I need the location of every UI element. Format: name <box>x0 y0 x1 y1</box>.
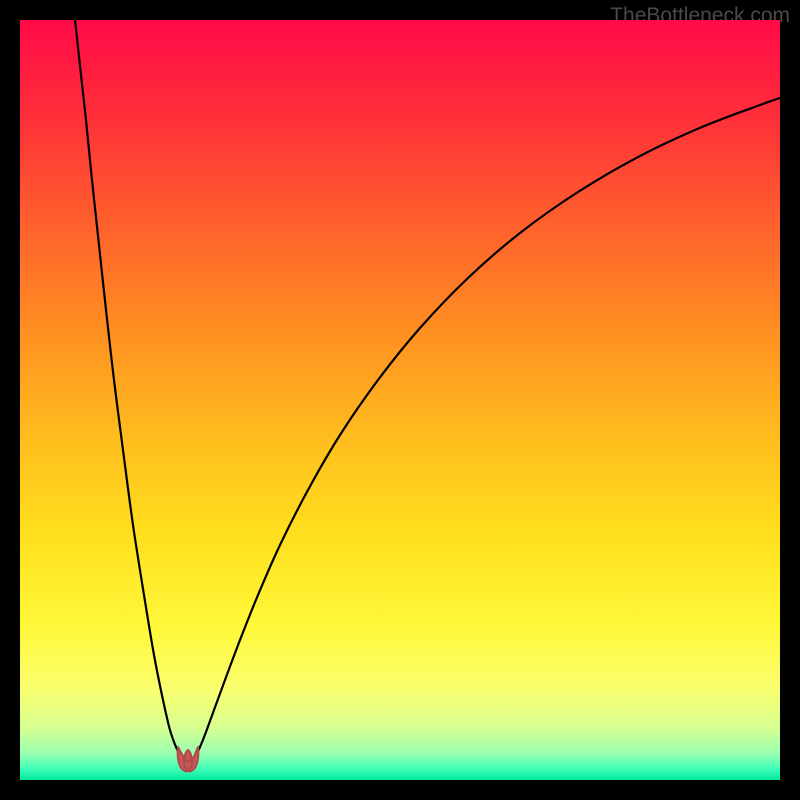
curve-layer <box>20 20 780 780</box>
canvas-root: TheBottleneck.com <box>0 0 800 800</box>
u-marker <box>178 747 199 771</box>
bottleneck-curve-right <box>196 98 780 755</box>
bottleneck-curve-left <box>75 20 180 755</box>
plot-area <box>20 20 780 780</box>
